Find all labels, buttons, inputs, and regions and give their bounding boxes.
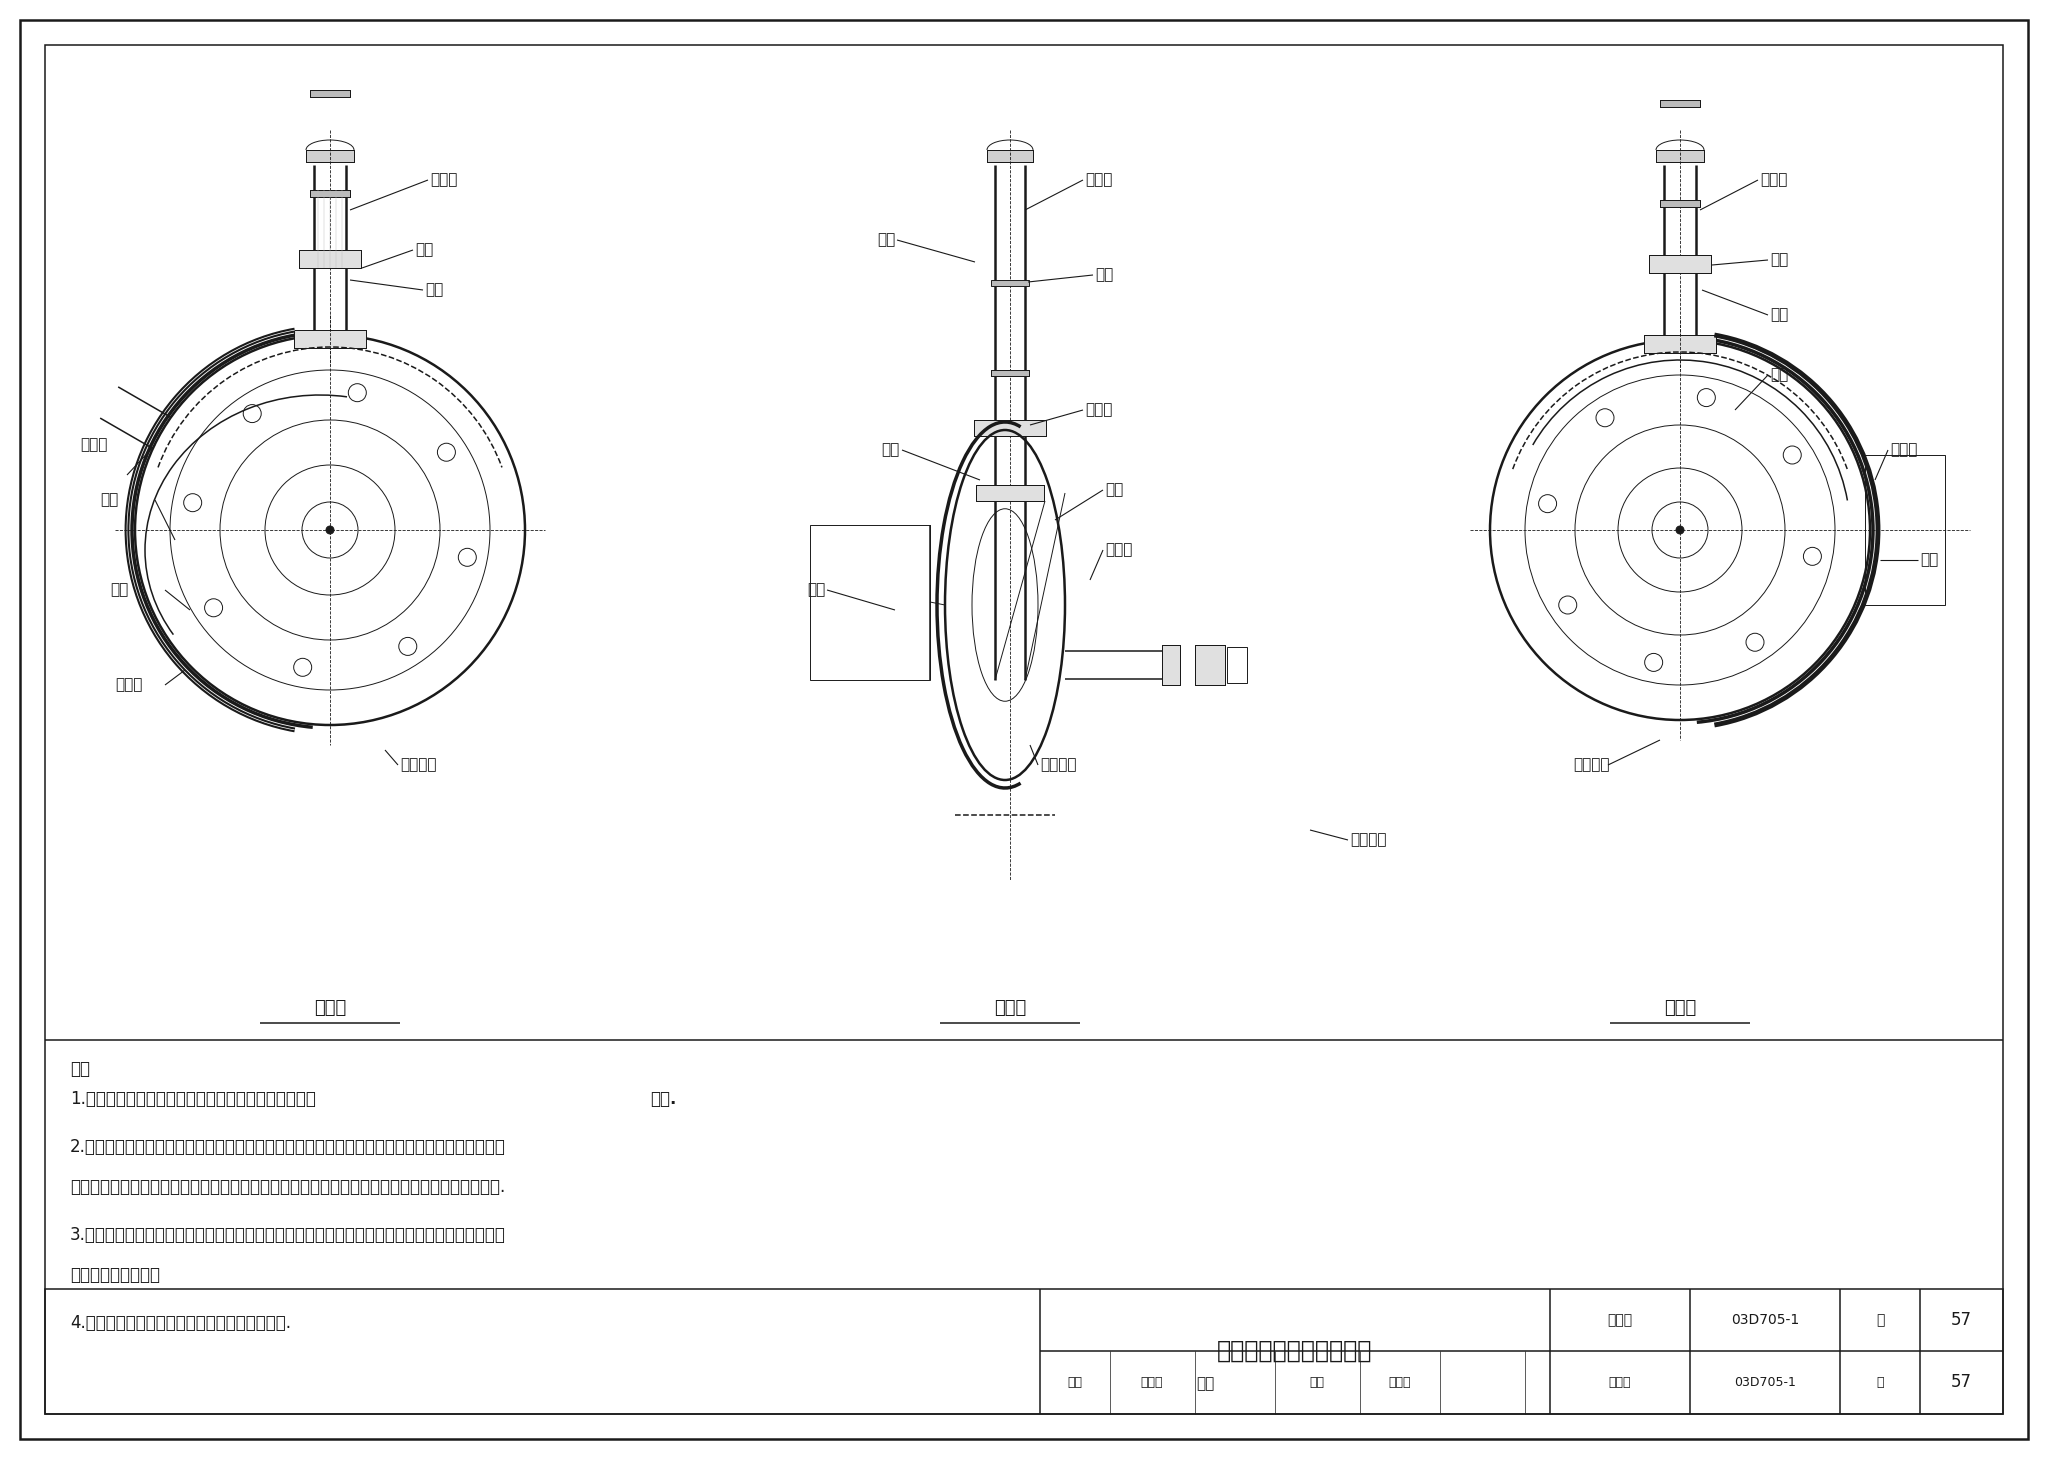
- Bar: [811, 525, 930, 680]
- Bar: [1645, 336, 1716, 353]
- Bar: [1194, 645, 1225, 684]
- Text: 图集号: 图集号: [1610, 1376, 1632, 1389]
- Text: 铝胶带: 铝胶带: [1085, 403, 1112, 417]
- Text: 伴热电缆: 伴热电缆: [1040, 757, 1077, 772]
- Bar: [309, 90, 350, 96]
- Text: 伴热电缆: 伴热电缆: [399, 757, 436, 772]
- Text: 伴热电缆泵体安装示意图: 伴热电缆泵体安装示意图: [1217, 1339, 1372, 1363]
- Text: 03D705-1: 03D705-1: [1735, 1376, 1796, 1389]
- Text: 部位采用扎带绑扎．: 部位采用扎带绑扎．: [70, 1266, 160, 1284]
- Text: 1.该图为泵体与连接管道共用同一组伴热电缆的安装示: 1.该图为泵体与连接管道共用同一组伴热电缆的安装示: [70, 1090, 315, 1107]
- Bar: [1657, 150, 1704, 162]
- Circle shape: [326, 527, 334, 534]
- Bar: [975, 420, 1047, 436]
- Text: 法兰: 法兰: [416, 242, 434, 257]
- Bar: [1194, 645, 1225, 684]
- Bar: [305, 150, 354, 162]
- Bar: [309, 90, 350, 96]
- Bar: [1866, 455, 1946, 605]
- Text: 法兰: 法兰: [1769, 252, 1788, 267]
- Bar: [1649, 255, 1710, 273]
- Text: 件．连接附件的电压等级应与伴热电缆的电压等级匹配，且其额定电流应大于伴热电缆的工作电流.: 件．连接附件的电压等级应与伴热电缆的电压等级匹配，且其额定电流应大于伴热电缆的工…: [70, 1177, 506, 1196]
- Text: 泵入口: 泵入口: [115, 677, 143, 693]
- Bar: [1657, 150, 1704, 162]
- Bar: [1661, 200, 1700, 207]
- Bar: [975, 420, 1047, 436]
- Bar: [295, 330, 367, 349]
- Bar: [977, 484, 1044, 500]
- Bar: [309, 190, 350, 197]
- Text: 伴热电缆: 伴热电缆: [1573, 757, 1610, 772]
- Bar: [991, 371, 1028, 376]
- Text: 页: 页: [1876, 1313, 1884, 1328]
- Text: 注：: 注：: [70, 1061, 90, 1078]
- Text: 校对: 校对: [1309, 1376, 1325, 1389]
- Bar: [1661, 101, 1700, 107]
- Bar: [45, 1288, 2003, 1414]
- Bar: [1227, 646, 1247, 683]
- Bar: [299, 249, 360, 268]
- Text: 铝胶带: 铝胶带: [80, 438, 106, 452]
- Circle shape: [1675, 527, 1683, 534]
- Text: 意图.: 意图.: [649, 1090, 676, 1107]
- Text: 铝胶带: 铝胶带: [1890, 442, 1917, 458]
- Bar: [1161, 645, 1180, 684]
- Bar: [309, 190, 350, 197]
- Bar: [987, 150, 1032, 162]
- Bar: [987, 150, 1032, 162]
- Text: 审核: 审核: [1067, 1376, 1083, 1389]
- Text: 电机: 电机: [807, 582, 825, 598]
- Bar: [991, 280, 1028, 286]
- Text: 57: 57: [1950, 1312, 1972, 1329]
- Text: 页: 页: [1876, 1376, 1884, 1389]
- Text: 伴热电缆: 伴热电缆: [1350, 833, 1386, 848]
- Bar: [299, 249, 360, 268]
- Text: 扎带: 扎带: [1096, 267, 1114, 283]
- Text: 主视图: 主视图: [313, 999, 346, 1017]
- Text: 03D705-1: 03D705-1: [1731, 1313, 1798, 1328]
- Text: 左视图: 左视图: [993, 999, 1026, 1017]
- Text: 任燮炎: 任燮炎: [1389, 1376, 1411, 1389]
- Bar: [295, 330, 367, 349]
- Text: 泵出口: 泵出口: [1759, 172, 1788, 188]
- Text: 李林: 李林: [1196, 1376, 1214, 1392]
- Text: 泵出口: 泵出口: [1085, 172, 1112, 188]
- Text: 泵体: 泵体: [100, 493, 119, 508]
- Text: 法兰: 法兰: [1106, 483, 1122, 498]
- Text: 图集号: 图集号: [1608, 1313, 1632, 1328]
- Bar: [1161, 645, 1180, 684]
- Bar: [977, 484, 1044, 500]
- Text: 泵入口: 泵入口: [1106, 543, 1133, 557]
- Text: 57: 57: [1950, 1373, 1972, 1390]
- Bar: [305, 150, 354, 162]
- Bar: [991, 371, 1028, 376]
- Text: 泵体: 泵体: [1769, 368, 1788, 382]
- Text: 泵体: 泵体: [883, 442, 899, 458]
- Text: 电机: 电机: [1921, 553, 1937, 568]
- Text: 法兰: 法兰: [877, 232, 895, 248]
- Bar: [1661, 200, 1700, 207]
- Text: 李道本: 李道本: [1141, 1376, 1163, 1389]
- Text: 法兰: 法兰: [111, 582, 129, 598]
- Text: 泵出口: 泵出口: [430, 172, 457, 188]
- Text: 2.泵体可以采用独立的电伴热系统，或在泵体与管道的连接处采用接线盒或电气插接装置等连接附: 2.泵体可以采用独立的电伴热系统，或在泵体与管道的连接处采用接线盒或电气插接装置…: [70, 1138, 506, 1156]
- Text: 后视图: 后视图: [1663, 999, 1696, 1017]
- Bar: [1649, 255, 1710, 273]
- Text: 扎带: 扎带: [1769, 308, 1788, 322]
- Text: 4.伴热电缆在泵体上的安装长度应符合设计要求.: 4.伴热电缆在泵体上的安装长度应符合设计要求.: [70, 1315, 291, 1332]
- Text: 3.伴热电缆在泵体上可采用铝胶带粘贴或导热胶泥固定，或在泵壳表面铺设钢丝网绑扎固定．其余: 3.伴热电缆在泵体上可采用铝胶带粘贴或导热胶泥固定，或在泵壳表面铺设钢丝网绑扎固…: [70, 1226, 506, 1245]
- Bar: [1661, 101, 1700, 107]
- Bar: [1645, 336, 1716, 353]
- Text: 扎带: 扎带: [426, 283, 442, 298]
